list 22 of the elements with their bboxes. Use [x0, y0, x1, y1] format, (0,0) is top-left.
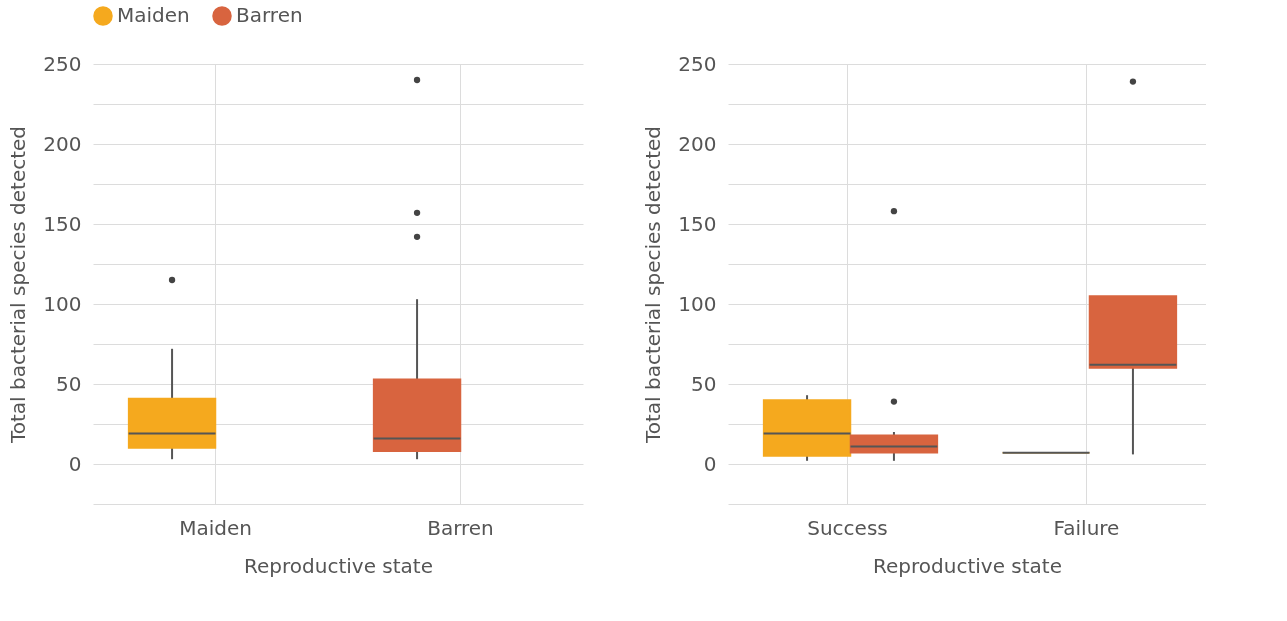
x-tick-label: Maiden	[179, 515, 252, 540]
y-tick-label: 100	[43, 291, 82, 316]
y-tick-label: 0	[703, 451, 717, 476]
legend-label: Barren	[236, 3, 303, 27]
y-axis-title: Total bacterial species detected	[6, 125, 31, 445]
y-tick-label: 250	[43, 51, 82, 76]
y-tick-label: 50	[56, 371, 82, 396]
y-tick-label: 100	[678, 291, 717, 316]
x-tick-label: Failure	[1053, 515, 1120, 540]
y-axis-title: Total bacterial species detected	[641, 125, 666, 445]
x-axis-title: Reproductive state	[873, 553, 1062, 578]
y-tick-label: 250	[678, 51, 717, 76]
x-tick-label: Barren	[427, 515, 494, 540]
y-tick-label: 200	[678, 131, 717, 156]
y-tick-label: 200	[43, 131, 82, 156]
y-tick-label: 150	[678, 211, 717, 236]
y-tick-label: 150	[43, 211, 82, 236]
x-axis-title: Reproductive state	[244, 553, 433, 578]
y-tick-label: 50	[691, 371, 717, 396]
y-tick-label: 0	[68, 451, 82, 476]
legend-label: Maiden	[117, 3, 190, 27]
x-tick-label: Success	[807, 515, 888, 540]
